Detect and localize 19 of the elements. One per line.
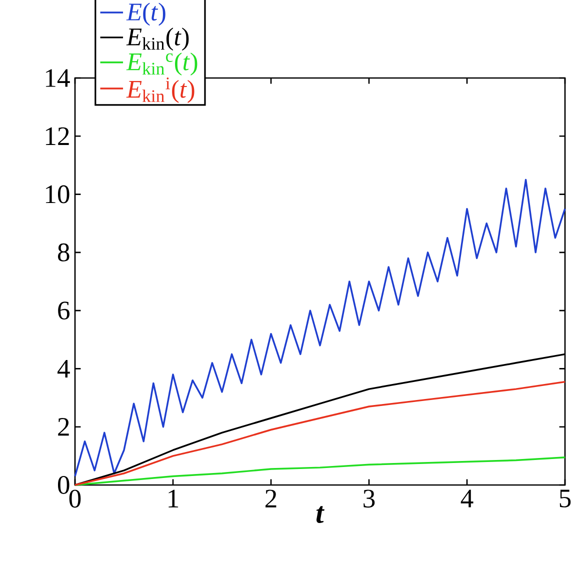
- legend-label: E$_{kin}$$^{c}$(t): [126, 52, 198, 76]
- y-tick-label: 0: [58, 476, 70, 494]
- legend-label: E$_{kin}$$^{i}$(t): [126, 77, 194, 103]
- x-tick-label: 5: [560, 490, 571, 508]
- legend-label: E$_{kin}$(t): [126, 28, 189, 51]
- x-tick-label: 2: [266, 490, 276, 508]
- x-tick-label: 1: [168, 490, 178, 508]
- line-series: [74, 178, 566, 478]
- x-axis-title: t: [316, 506, 324, 523]
- y-tick-label: 10: [46, 185, 70, 204]
- y-tick-label: 14: [46, 69, 70, 87]
- y-tick-label: 4: [57, 360, 70, 378]
- y-tick-label: 12: [46, 127, 69, 145]
- y-tick-label: 6: [58, 302, 70, 320]
- legend-label: E(t): [126, 2, 166, 26]
- x-tick-label: 3: [364, 490, 375, 508]
- y-tick-label: 2: [58, 418, 69, 436]
- x-tick-label: 4: [460, 490, 474, 508]
- y-tick-label: 8: [58, 243, 70, 262]
